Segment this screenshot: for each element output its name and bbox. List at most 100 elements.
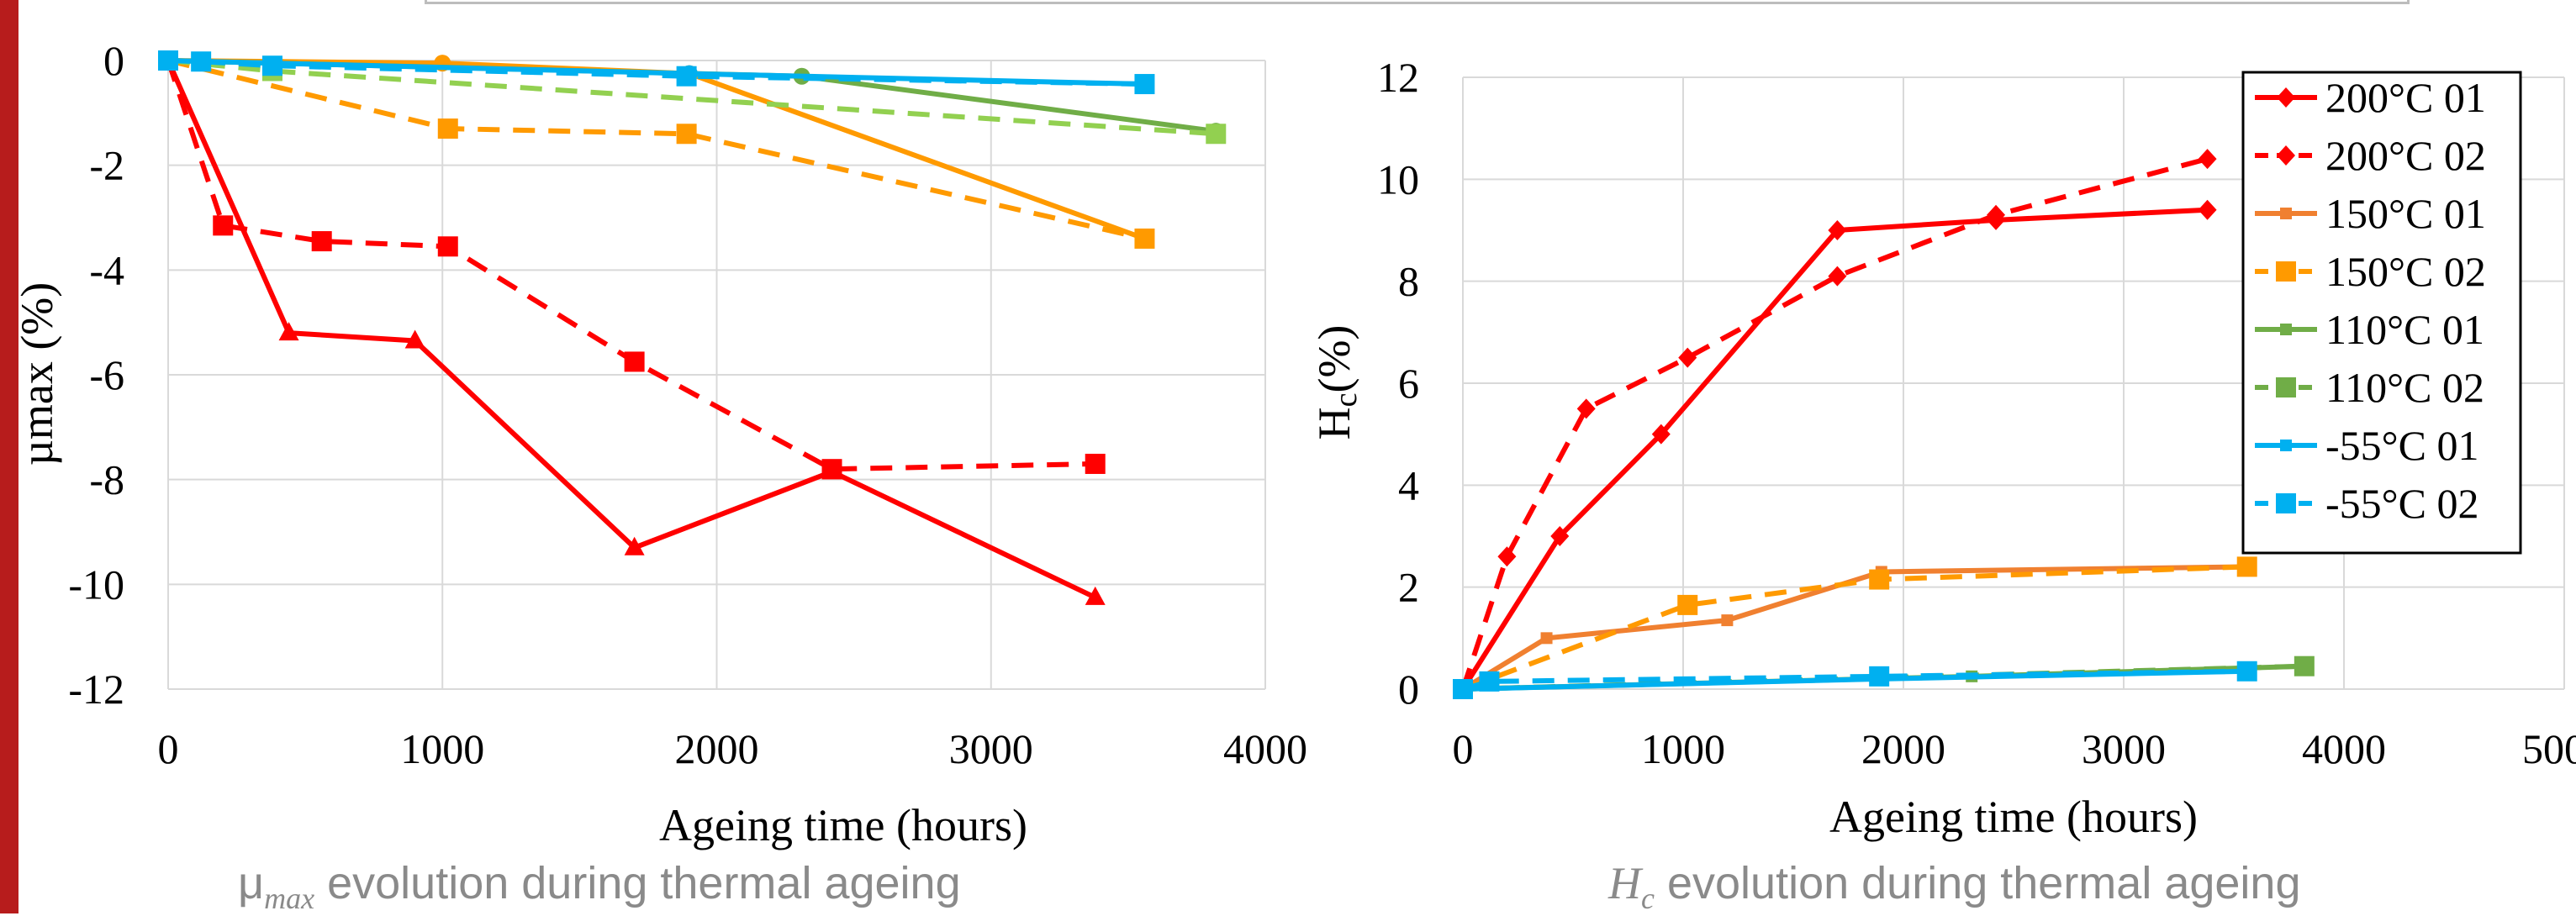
left-series-0: [166, 59, 1106, 605]
left-series-point-1: [437, 236, 458, 257]
right-caption: Hc evolution during thermal ageing: [1608, 857, 2300, 916]
top-frame-edge: [425, 0, 2410, 4]
legend-item: 200°C 01: [2255, 74, 2486, 121]
right-series-point-0: [1828, 220, 1847, 240]
left-series-line-2: [167, 58, 1146, 241]
legend: 200°C 01 200°C 02 150°C 01 150°C 02 110°C 01…: [2241, 71, 2522, 555]
right-series-point-1: [1987, 204, 2006, 225]
mu-max-chart: Ageing time (hours) µmax (%) 0 1000 2000 30…: [12, 37, 1307, 850]
right-series-point-1: [1576, 398, 1596, 419]
left-grid: [167, 60, 1266, 690]
right-series-point-2: [1721, 614, 1734, 627]
right-caption-text: evolution during thermal ageing: [1654, 858, 2301, 908]
right-caption-prefix: H: [1608, 858, 1641, 908]
right-series-point-0: [2198, 199, 2217, 220]
left-series-line-1: [166, 60, 1095, 472]
right-x-axis-label: Ageing time (hours): [1829, 792, 2198, 842]
right-series-0: [1460, 199, 2217, 691]
left-y-tick-label: -10: [68, 561, 124, 608]
legend-label: 200°C 02: [2325, 132, 2486, 179]
left-y-axis-label: µmax (%): [12, 282, 62, 466]
right-series-point-7: [2236, 661, 2257, 682]
right-series-point-3: [1869, 569, 1890, 590]
left-series-point-7: [1134, 74, 1155, 95]
legend-label: -55°C 02: [2325, 480, 2479, 527]
right-x-tick-label: 3000: [2082, 725, 2166, 772]
left-y-tick-label: -4: [89, 246, 124, 293]
right-y-tick-label: 0: [1398, 666, 1419, 713]
legend-swatch-marker: [2280, 324, 2292, 335]
left-caption-prefix: μ: [238, 858, 265, 908]
right-series-line-7: [1462, 668, 2247, 692]
legend-item: 150°C 01: [2255, 190, 2486, 237]
left-y-tick-label: -12: [68, 666, 124, 713]
left-series-point-3: [676, 124, 697, 145]
left-x-tick-label: 3000: [949, 725, 1033, 772]
legend-swatch-marker: [2277, 87, 2295, 108]
right-series-point-7: [1869, 666, 1890, 687]
legend-swatch-marker: [2276, 377, 2296, 397]
legend-item: 200°C 02: [2255, 132, 2486, 179]
legend-swatch-marker: [2280, 440, 2292, 451]
left-series-point-3: [437, 118, 458, 140]
left-x-tick-label: 2000: [675, 725, 759, 772]
left-series-2: [167, 55, 1153, 247]
left-series-point-5: [1206, 124, 1227, 145]
left-caption-text: evolution during thermal ageing: [314, 858, 961, 908]
left-x-axis-label: Ageing time (hours): [659, 800, 1027, 850]
right-y-tick-label: 2: [1398, 564, 1419, 611]
legend-item: 110°C 01: [2255, 306, 2484, 353]
legend-label: 110°C 02: [2325, 364, 2484, 411]
right-x-tick-label: 0: [1453, 725, 1474, 772]
left-series-point-0: [278, 322, 299, 341]
right-series-line-1: [1460, 156, 2209, 690]
left-series-point-7: [191, 51, 212, 72]
left-origin-point: [158, 50, 178, 71]
right-y-tick-label: 6: [1398, 360, 1419, 407]
right-series-point-2: [1540, 632, 1553, 645]
right-series-line-3: [1461, 564, 2247, 692]
legend-label: 150°C 01: [2325, 190, 2486, 237]
legend-swatch-marker: [2280, 208, 2292, 219]
left-x-tick-label: 0: [158, 725, 179, 772]
right-series-1: [1460, 149, 2217, 690]
right-series-point-3: [1677, 594, 1698, 615]
left-series-point-0: [1085, 586, 1106, 605]
left-caption-sub: max: [264, 881, 315, 915]
legend-label: 110°C 01: [2325, 306, 2484, 353]
legend-label: -55°C 01: [2325, 422, 2479, 469]
left-x-tick-label: 4000: [1223, 725, 1307, 772]
legend-label: 200°C 01: [2325, 74, 2486, 121]
right-series-point-1: [2198, 149, 2217, 170]
right-series-line-0: [1460, 207, 2208, 691]
right-series-3: [1461, 556, 2257, 692]
right-y-axis-label: Hc(%): [1309, 325, 1364, 440]
left-accent-bar: [0, 0, 18, 913]
left-y-tick-label: -8: [89, 456, 124, 503]
left-series-line-7: [167, 58, 1145, 87]
right-series-point-3: [2236, 556, 2257, 577]
legend-item: 150°C 02: [2255, 248, 2486, 295]
left-series-point-0: [624, 536, 645, 555]
left-series-3: [167, 58, 1155, 249]
left-y-tick-label: 0: [103, 37, 124, 84]
right-y-tick-label: 8: [1398, 258, 1419, 305]
left-series-1: [166, 60, 1106, 480]
right-series-point-7: [1479, 671, 1500, 692]
left-series-point-7: [676, 66, 697, 87]
left-series-point-0: [404, 329, 425, 349]
left-series-point-3: [1134, 228, 1155, 249]
right-x-tick-label: 4000: [2302, 725, 2386, 772]
right-y-label-main: H: [1309, 407, 1359, 440]
left-series-point-1: [624, 351, 645, 372]
legend-swatch-marker: [2276, 493, 2296, 513]
right-y-label-rest: (%): [1309, 325, 1359, 393]
left-series-point-7: [261, 55, 282, 76]
right-origin-point: [1453, 679, 1473, 699]
right-y-tick-label: 12: [1377, 54, 1419, 101]
legend-item: -55°C 01: [2255, 422, 2479, 469]
left-series-line-3: [167, 58, 1146, 241]
right-series-point-1: [1497, 546, 1517, 567]
